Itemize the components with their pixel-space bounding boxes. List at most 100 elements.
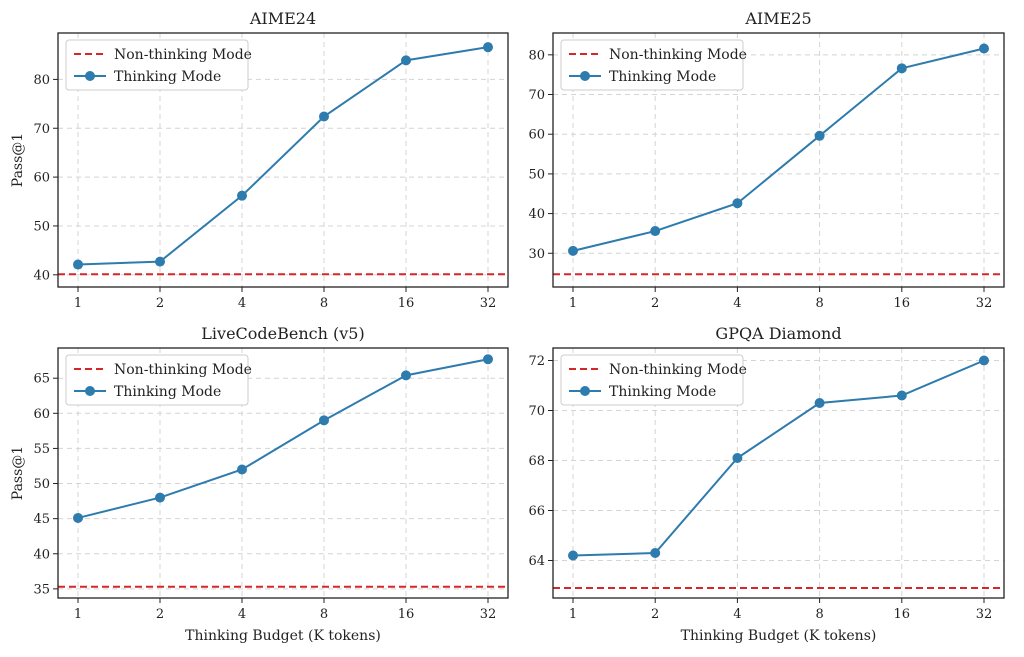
plot-frame — [552, 32, 1005, 288]
thinking-point — [155, 492, 165, 503]
legend-box — [560, 354, 744, 406]
legend-marker-thinking — [580, 71, 590, 81]
chart-title: AIME25 — [744, 9, 811, 28]
x-tick-label: 4 — [238, 296, 246, 311]
y-tick-label: 65 — [33, 372, 50, 387]
x-tick-label: 2 — [156, 607, 164, 622]
x-axis-label: Thinking Budget (K tokens) — [185, 628, 381, 644]
legend-label-non-thinking: Non-thinking Mode — [114, 47, 252, 63]
y-tick-label: 80 — [528, 48, 545, 63]
y-tick-label: 70 — [528, 88, 545, 103]
x-tick-label: 32 — [480, 296, 497, 311]
thinking-point — [568, 550, 578, 561]
legend-label-thinking: Thinking Mode — [114, 69, 221, 85]
x-tick-label: 32 — [976, 607, 993, 622]
y-tick-label: 60 — [33, 407, 50, 422]
legend-label-thinking: Thinking Mode — [114, 384, 221, 400]
y-tick-label: 40 — [528, 207, 545, 222]
thinking-line — [572, 47, 985, 252]
thinking-point — [73, 259, 83, 270]
legend-marker-thinking — [85, 71, 95, 81]
thinking-point — [896, 63, 907, 74]
legend-box — [65, 39, 249, 91]
thinking-point — [650, 548, 661, 558]
y-tick-label: 80 — [33, 73, 50, 88]
y-tick-label: 50 — [33, 219, 50, 234]
plot-frame — [57, 32, 509, 288]
x-tick-label: 8 — [815, 607, 823, 622]
legend: Non-thinking Mode Thinking Mode — [65, 39, 252, 91]
thinking-point — [732, 453, 743, 463]
x-tick-label: 8 — [815, 296, 823, 311]
plot-frame — [552, 347, 1005, 599]
legend-label-non-thinking: Non-thinking Mode — [114, 362, 252, 378]
y-tick-label: 35 — [33, 582, 50, 597]
legend-box — [560, 39, 744, 91]
x-tick-label: 1 — [74, 607, 82, 622]
thinking-point — [319, 111, 329, 122]
x-tick-label: 1 — [74, 296, 82, 311]
thinking-point — [979, 43, 989, 54]
x-tick-label: 32 — [976, 296, 993, 311]
x-tick-label: 8 — [320, 607, 328, 622]
y-tick-label: 66 — [528, 504, 545, 519]
chart-title: AIME24 — [249, 9, 316, 28]
chart-title: GPQA Diamond — [715, 324, 841, 343]
thinking-point — [814, 130, 825, 141]
chart-panel-1: 1 2 4 8 16 32 40 50 60 70 80 AIME24 Pass@1 Non-thinki… — [10, 9, 509, 311]
thinking-point — [155, 256, 165, 267]
thinking-line — [572, 359, 985, 557]
x-tick-label: 16 — [398, 296, 415, 311]
legend-label-thinking: Thinking Mode — [609, 384, 716, 400]
x-tick-label: 2 — [156, 296, 164, 311]
thinking-point — [732, 198, 743, 209]
x-tick-label: 16 — [894, 296, 911, 311]
legend-box — [65, 354, 249, 406]
thinking-point — [483, 42, 493, 53]
thinking-point — [319, 415, 329, 426]
y-tick-label: 45 — [33, 512, 50, 527]
chart-panel-3: 1 2 4 8 16 32 35 40 45 50 55 60 65 LiveCodeBench (v5)… — [10, 324, 509, 644]
x-tick-label: 4 — [733, 607, 741, 622]
thinking-point — [979, 355, 989, 366]
chart-title: LiveCodeBench (v5) — [201, 324, 364, 343]
legend-marker-thinking — [85, 386, 95, 396]
y-tick-label: 50 — [33, 477, 50, 492]
thinking-line — [77, 46, 489, 266]
y-tick-label: 72 — [528, 354, 545, 369]
y-axis-label: Pass@1 — [10, 446, 26, 500]
thinking-point — [237, 464, 247, 475]
x-tick-label: 4 — [238, 607, 246, 622]
x-tick-label: 1 — [569, 607, 577, 622]
chart-panel-4: 1 2 4 8 16 32 64 66 68 70 72 GPQA Diamond Thinking B… — [528, 324, 1005, 644]
y-tick-label: 55 — [33, 442, 50, 457]
y-axis-label: Pass@1 — [10, 133, 26, 187]
chart-panel-2: 1 2 4 8 16 32 30 40 50 60 70 80 AIME25 Non-thinking M… — [528, 9, 1005, 311]
x-tick-label: 2 — [651, 607, 659, 622]
y-tick-label: 64 — [528, 554, 545, 569]
y-tick-label: 40 — [33, 547, 50, 562]
x-tick-label: 16 — [398, 607, 415, 622]
legend: Non-thinking Mode Thinking Mode — [560, 354, 747, 406]
thinking-point — [73, 512, 83, 523]
legend: Non-thinking Mode Thinking Mode — [560, 39, 747, 91]
y-tick-label: 30 — [528, 247, 545, 262]
x-tick-label: 4 — [733, 296, 741, 311]
x-tick-label: 32 — [480, 607, 497, 622]
x-tick-label: 8 — [320, 296, 328, 311]
y-tick-label: 70 — [528, 404, 545, 419]
thinking-point — [650, 226, 661, 237]
legend-label-non-thinking: Non-thinking Mode — [609, 47, 747, 63]
thinking-line — [77, 358, 489, 519]
y-tick-label: 50 — [528, 167, 545, 182]
y-tick-label: 60 — [528, 128, 545, 143]
x-tick-label: 16 — [894, 607, 911, 622]
thinking-point — [568, 245, 578, 256]
y-tick-label: 68 — [528, 454, 545, 469]
legend: Non-thinking Mode Thinking Mode — [65, 354, 252, 406]
grid — [553, 33, 1004, 287]
x-tick-label: 2 — [651, 296, 659, 311]
plot-frame — [57, 347, 509, 599]
y-tick-label: 60 — [33, 171, 50, 186]
